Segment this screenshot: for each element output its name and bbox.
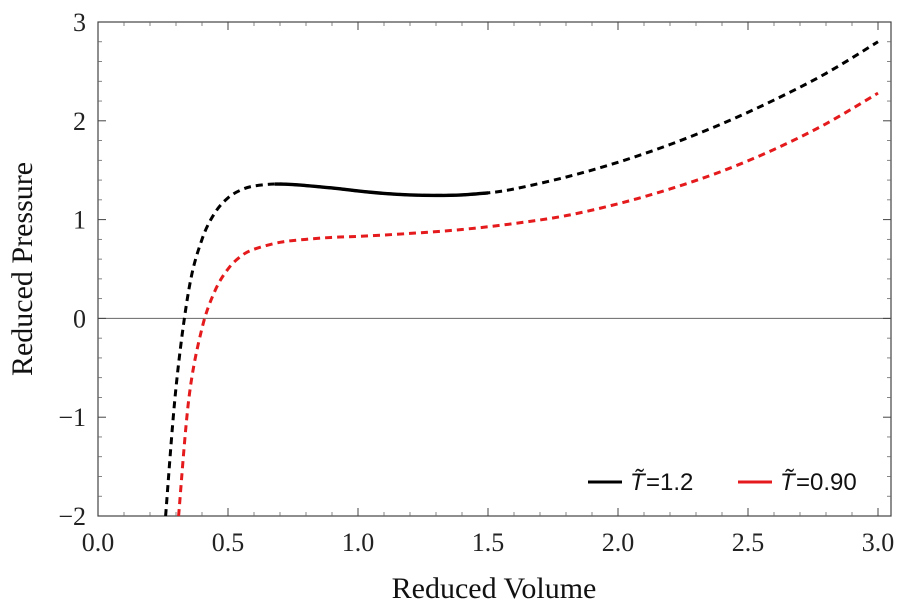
legend-symbol-1: T̃ <box>630 469 647 496</box>
x-tick-label: 1.0 <box>342 528 375 557</box>
x-axis-title: Reduced Volume <box>392 572 597 605</box>
series-line-2-dashed <box>177 91 879 517</box>
x-tick-label: 1.5 <box>472 528 505 557</box>
legend-label-1: =1.2 <box>646 469 693 496</box>
x-tick-label: 0.0 <box>82 528 115 557</box>
x-tick-label: 3.0 <box>862 528 895 557</box>
legend-symbol-2: T̃ <box>780 469 797 496</box>
y-tick-label: 1 <box>73 206 86 235</box>
y-tick-label: 3 <box>73 8 86 37</box>
y-tick-label: −1 <box>58 403 86 432</box>
legend-label-2: =0.90 <box>796 469 857 496</box>
series-layer <box>164 40 879 517</box>
y-tick-label: 0 <box>73 304 86 333</box>
y-tick-label: −2 <box>58 502 86 531</box>
plot-frame <box>97 21 892 517</box>
x-tick-label: 2.5 <box>732 528 765 557</box>
ticks: 0.0 0.5 1.0 1.5 2.0 2.5 3.0 −2 −1 0 1 2 3 <box>58 8 894 557</box>
x-tick-label: 2.0 <box>602 528 635 557</box>
x-tick-label: 0.5 <box>212 528 245 557</box>
series-line-1-solid <box>274 182 489 198</box>
legend: T̃ =1.2 T̃ =0.90 <box>588 469 857 496</box>
y-axis-title: Reduced Pressure <box>6 162 39 376</box>
series-line-1-dashed <box>164 40 879 517</box>
y-tick-label: 2 <box>73 107 86 136</box>
